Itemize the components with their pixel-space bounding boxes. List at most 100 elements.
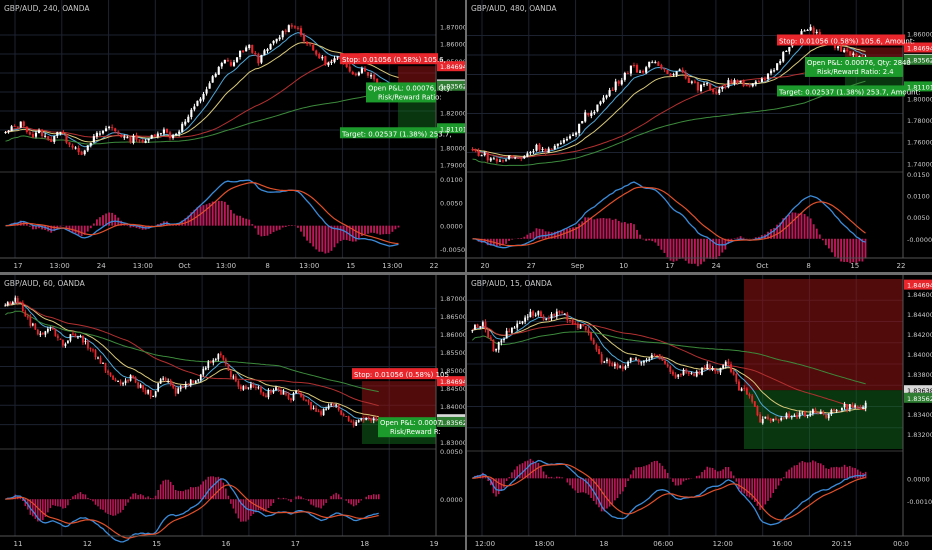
time-tick-label: 16	[222, 540, 231, 548]
candle-body	[242, 50, 245, 52]
candle-body	[642, 71, 645, 73]
candle-body	[843, 49, 846, 53]
candle-body	[852, 53, 855, 56]
candle-body	[593, 111, 596, 114]
candle-body	[553, 313, 556, 316]
candle-body	[561, 311, 564, 313]
candle-body	[681, 69, 684, 73]
candle-body	[325, 408, 327, 410]
candle-body	[247, 387, 250, 389]
chart-panel-gbpaud-60[interactable]: 1.87000 1.86500 1.86000 1.85500 1.85000 1.846…	[0, 275, 465, 550]
candle-body	[518, 322, 521, 324]
candle-body	[663, 68, 666, 70]
candle-body	[302, 34, 306, 42]
time-tick-label: Sep	[571, 262, 585, 270]
candle-body	[550, 148, 553, 150]
chart-svg-p3[interactable]: 1.87000 1.86500 1.86000 1.85500 1.85000 1.846…	[0, 275, 465, 550]
candle-body	[529, 152, 532, 154]
candle-body	[16, 126, 19, 128]
price-tick-label: 1.86000	[440, 331, 465, 339]
candle-body	[132, 135, 135, 143]
candle-body	[769, 418, 772, 421]
candle-body	[270, 390, 272, 393]
candle-body	[99, 357, 102, 364]
candle-body	[632, 65, 636, 67]
candle-body	[788, 47, 791, 52]
candle-body	[645, 67, 648, 73]
candle-body	[355, 422, 358, 426]
candle-body	[500, 340, 503, 343]
candle-body	[129, 137, 132, 143]
vertical-divider[interactable]	[465, 0, 467, 550]
candle-body	[296, 27, 300, 29]
candle-body	[69, 334, 72, 341]
chart-panel-gbpaud-240[interactable]: 1.870001.860001.850001.846941.836381.835…	[0, 0, 465, 272]
candle-body	[226, 59, 229, 62]
candle-body	[6, 302, 9, 306]
candle-body	[312, 44, 315, 51]
candle-body	[167, 381, 170, 383]
chart-svg-p1[interactable]: 1.870001.860001.850001.846941.836381.835…	[0, 0, 465, 272]
candle-body	[798, 412, 801, 417]
candle-body	[638, 71, 642, 73]
candle-body	[204, 367, 207, 370]
chart-panel-gbpaud-15[interactable]: 1.84694 1.84600 1.84400 1.84200 1.84000 1.838…	[467, 275, 932, 550]
price-tick-label: 1.85000	[440, 367, 465, 375]
candle-body	[479, 326, 482, 328]
candle-body	[168, 132, 172, 139]
candle-body	[275, 387, 277, 391]
candle-body	[360, 418, 363, 420]
price-tick-label: 1.80000	[907, 95, 932, 103]
ma-long-line	[5, 90, 399, 145]
candle-body	[4, 132, 7, 134]
candle-body	[62, 131, 65, 134]
chart-panel-gbpaud-480[interactable]: 1.860001.846941.836381.835621.811011.800…	[467, 0, 932, 272]
candle-body	[92, 136, 95, 143]
candle-body	[840, 407, 843, 411]
chart-title: GBP/AUD, 240, OANDA	[4, 4, 90, 13]
candle-body	[534, 314, 537, 316]
ma-fast-line	[472, 35, 866, 159]
horizontal-divider[interactable]	[0, 272, 932, 275]
candle-body	[199, 374, 202, 380]
candle-body	[727, 361, 730, 365]
candle-body	[772, 418, 775, 421]
candle-body	[629, 357, 632, 361]
candle-body	[211, 76, 214, 83]
time-tick-label: 15	[152, 540, 161, 548]
macd-signal-line	[472, 186, 866, 247]
candle-body	[260, 387, 262, 393]
macd-line	[472, 181, 866, 249]
candle-body	[139, 384, 142, 388]
candle-body	[285, 392, 287, 395]
candle-body	[492, 339, 495, 351]
candle-body	[687, 78, 690, 83]
candle-body	[150, 135, 153, 139]
candle-body	[616, 363, 619, 369]
candle-body	[751, 395, 754, 402]
candle-body	[114, 128, 117, 132]
candle-body	[619, 366, 622, 368]
candle-body	[862, 407, 864, 409]
candle-body	[224, 359, 227, 365]
candle-body	[214, 359, 217, 361]
candle-body	[544, 148, 547, 152]
price-tag-bg	[904, 279, 932, 290]
candle-body	[252, 384, 255, 388]
candle-body	[196, 100, 199, 106]
macd-line	[5, 179, 399, 247]
time-tick-label: 12	[83, 540, 92, 548]
candle-body	[708, 364, 711, 370]
open-pnl-box	[805, 56, 903, 77]
candle-body	[44, 135, 47, 137]
candle-body	[327, 405, 330, 409]
candle-body	[661, 358, 664, 361]
price-tick-label: 1.81101	[440, 125, 465, 133]
candle-body	[514, 157, 517, 159]
candle-body	[59, 132, 62, 134]
candle-body	[320, 411, 322, 415]
candle-body	[297, 391, 300, 394]
chart-svg-p2[interactable]: 1.860001.846941.836381.835621.811011.800…	[467, 0, 932, 272]
candle-body	[608, 90, 611, 96]
